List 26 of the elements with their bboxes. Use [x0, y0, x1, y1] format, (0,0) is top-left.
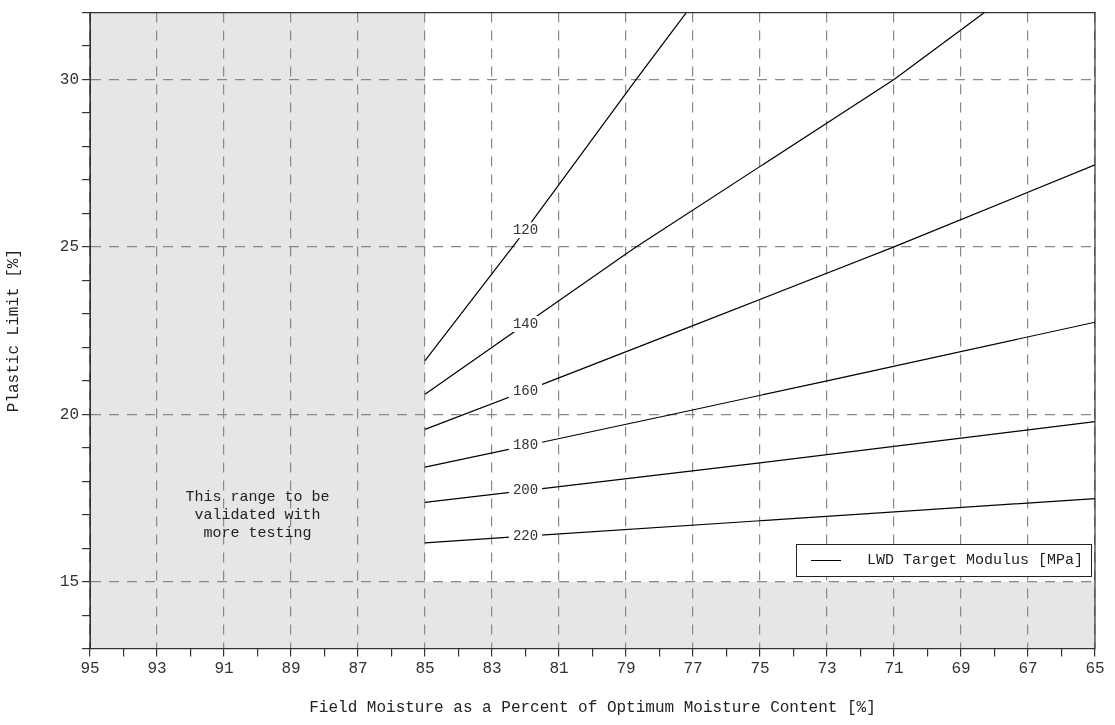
- x-tick-label: 81: [549, 660, 569, 679]
- legend-title: LWD Target Modulus [MPa]: [867, 551, 1084, 569]
- y-tick-label: 25: [59, 238, 79, 257]
- x-tick-label: 73: [817, 660, 837, 679]
- x-tick-label: 87: [348, 660, 368, 679]
- x-tick-label: 79: [616, 660, 636, 679]
- series-label: 120: [512, 221, 539, 238]
- band-label: This range to be validated with more testing: [185, 489, 330, 543]
- x-tick-label: 67: [1018, 660, 1038, 679]
- x-axis-title: Field Moisture as a Percent of Optimum Moisture Content [%]: [309, 698, 876, 717]
- x-tick-label: 89: [281, 660, 301, 679]
- y-tick-label: 15: [59, 572, 79, 591]
- x-tick-label: 95: [80, 660, 100, 679]
- y-tick-label: 30: [59, 70, 79, 89]
- x-tick-label: 91: [214, 660, 234, 679]
- legend-box: LWD Target Modulus [MPa]: [796, 543, 1093, 577]
- y-axis-title: Plastic Limit [%]: [4, 248, 23, 413]
- x-tick-label: 83: [482, 660, 502, 679]
- x-tick-label: 93: [147, 660, 167, 679]
- x-tick-label: 77: [683, 660, 703, 679]
- y-tick-label: 20: [59, 405, 79, 424]
- x-tick-label: 69: [951, 660, 971, 679]
- x-tick-label: 85: [415, 660, 435, 679]
- x-tick-label: 65: [1085, 660, 1105, 679]
- x-tick-label: 75: [750, 660, 770, 679]
- x-tick-label: 71: [884, 660, 904, 679]
